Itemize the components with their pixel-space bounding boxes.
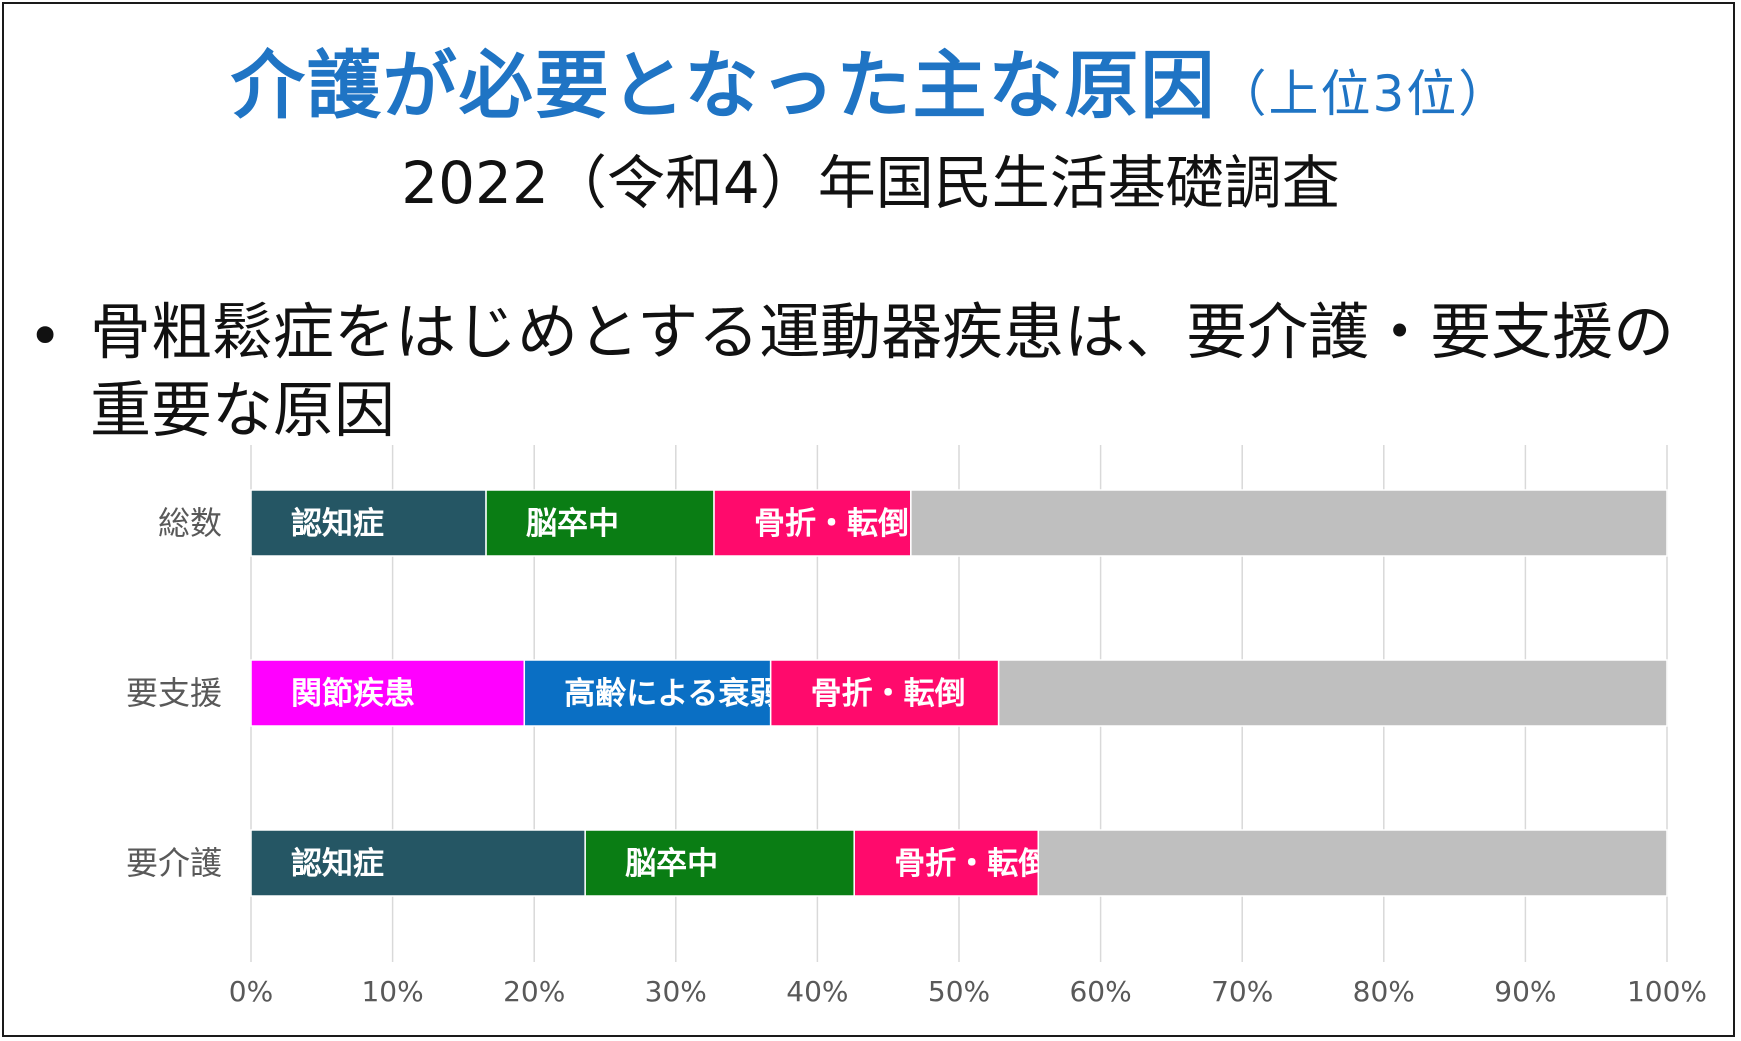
bar-segment [523, 659, 772, 727]
chart-title-suffix: （上位3位） [1216, 65, 1511, 123]
bar-segment [910, 489, 1668, 557]
segment-label: 骨折・転倒 [811, 676, 966, 712]
x-tick-label: 30% [645, 975, 707, 1008]
segment-label: 認知症 [291, 846, 384, 882]
segment-label: 関節疾患 [291, 676, 415, 712]
bullet-text: 骨粗鬆症をはじめとする運動器疾患は、要介護・要支援の重要な原因 [90, 297, 1675, 446]
x-tick-label: 40% [786, 975, 848, 1008]
bar-segment [1037, 829, 1668, 897]
x-tick-label: 20% [503, 975, 565, 1008]
x-tick-label: 0% [229, 975, 273, 1008]
segment-label: 認知症 [291, 506, 384, 542]
bar-segment [769, 659, 1000, 727]
x-tick-label: 70% [1211, 975, 1273, 1008]
bar-segment [250, 829, 586, 897]
chart-subtitle: 2022（令和4）年国民生活基礎調査 [401, 149, 1340, 217]
bar-segment [997, 659, 1668, 727]
chart-title: 介護が必要となった主な原因（上位3位） [0, 26, 1741, 133]
bar-segment [713, 489, 912, 557]
segment-label: 骨折・転倒 [754, 506, 909, 542]
chart-title-text: 介護が必要となった主な原因 [230, 43, 1217, 129]
segment-label: 脳卒中 [526, 506, 619, 542]
category-label: 総数 [158, 504, 222, 542]
bullet-marker: • [28, 302, 63, 370]
segment-label: 脳卒中 [625, 846, 718, 882]
x-tick-label: 10% [361, 975, 423, 1008]
bar-segment [250, 489, 487, 557]
segment-label: 骨折・転倒 [894, 846, 1049, 882]
bar-segment [485, 489, 715, 557]
x-tick-label: 50% [928, 975, 990, 1008]
segment-label: 高齢による衰弱 [564, 676, 780, 712]
x-tick-label: 60% [1069, 975, 1131, 1008]
x-tick-label: 80% [1353, 975, 1415, 1008]
x-tick-label: 90% [1494, 975, 1556, 1008]
bar-segment [853, 829, 1040, 897]
category-label: 要支援 [126, 674, 222, 712]
category-label: 要介護 [126, 844, 222, 882]
x-tick-label: 100% [1627, 975, 1707, 1008]
